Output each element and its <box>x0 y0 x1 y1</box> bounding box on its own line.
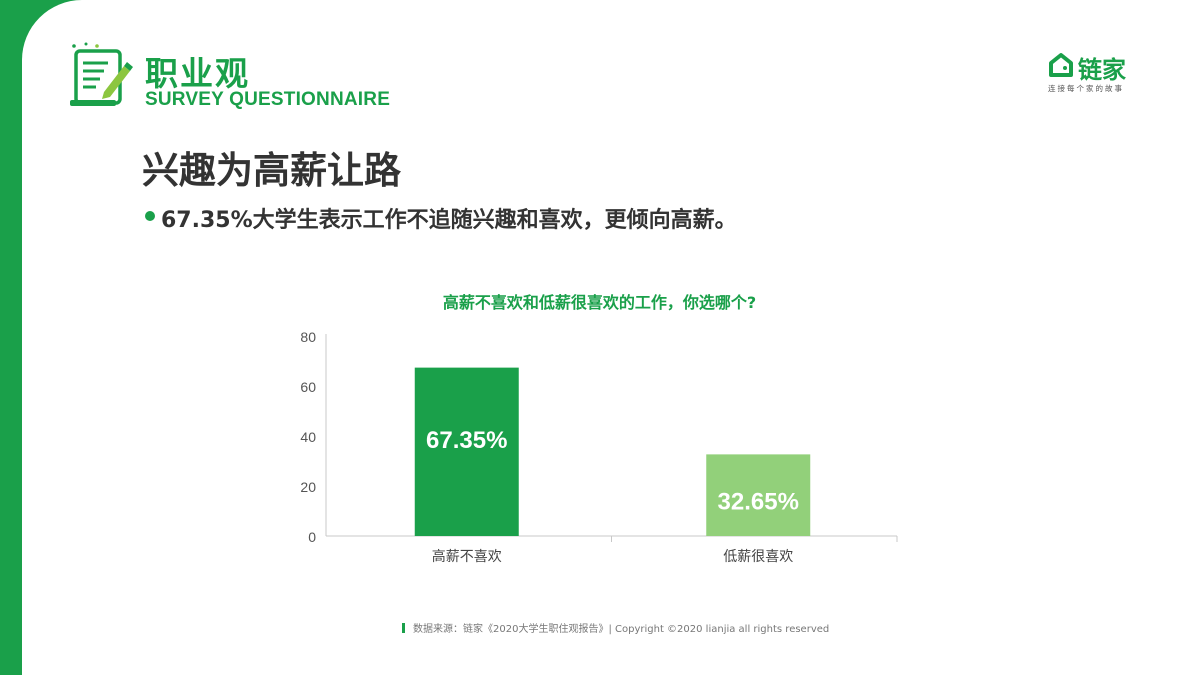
y-tick-label: 0 <box>308 529 316 545</box>
section-subtitle: SURVEY QUESTIONNAIRE <box>145 89 391 110</box>
footer: 数据来源：链家《2020大学生职住观报告》| Copyright ©2020 l… <box>402 620 829 635</box>
logo-text: 链家 <box>1078 56 1126 84</box>
y-tick-label: 20 <box>300 479 316 495</box>
y-tick-label: 60 <box>300 379 316 395</box>
bar <box>414 367 519 536</box>
survey-document-icon <box>70 42 133 106</box>
house-icon <box>1049 53 1073 77</box>
x-tick-label: 低薪很喜欢 <box>723 549 793 565</box>
section-title: 职业观 <box>145 54 250 93</box>
y-tick-label: 40 <box>300 429 316 445</box>
x-tick-label: 高薪不喜欢 <box>432 548 502 565</box>
logo-tagline: 连接每个家的故事 <box>1048 84 1124 93</box>
chart-title: 高薪不喜欢和低薪很喜欢的工作，你选哪个? <box>442 293 757 312</box>
bullet-dot <box>145 211 155 221</box>
data-label: 32.65% <box>718 489 799 516</box>
bar <box>706 454 811 536</box>
lianjia-logo: 链家 连接每个家的故事 <box>1046 50 1146 96</box>
content-panel <box>22 0 1199 675</box>
footer-text: 数据来源：链家《2020大学生职住观报告》| Copyright ©2020 l… <box>413 624 830 635</box>
y-tick-label: 80 <box>300 329 316 345</box>
bullet-text: 67.35%大学生表示工作不追随兴趣和喜欢，更倾向高薪。 <box>161 208 737 233</box>
page-title: 兴趣为高薪让路 <box>142 149 401 192</box>
footer-accent-bar <box>402 622 405 633</box>
data-label: 67.35% <box>426 427 507 454</box>
